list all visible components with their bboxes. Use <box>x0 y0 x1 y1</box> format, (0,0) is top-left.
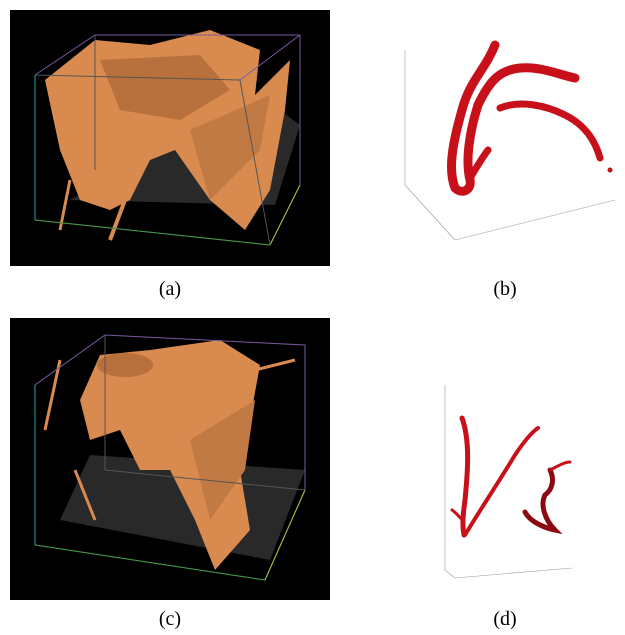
panel-caption: (b) <box>493 278 517 300</box>
panel-b-render <box>404 40 616 241</box>
panel-caption: (c) <box>158 608 182 630</box>
panel-c-render <box>10 318 330 600</box>
panel-a-render <box>10 10 330 266</box>
panel-caption: (a) <box>158 278 182 300</box>
panel-d-render <box>444 385 573 579</box>
panel-caption: (d) <box>493 608 517 630</box>
